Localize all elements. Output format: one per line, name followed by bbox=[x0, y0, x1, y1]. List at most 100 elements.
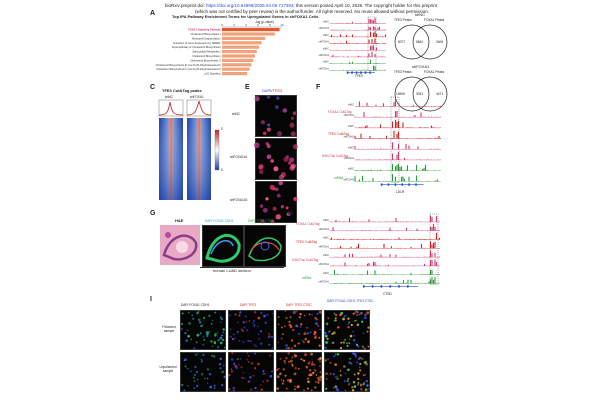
cell-nucleus bbox=[364, 316, 367, 320]
cell-nucleus bbox=[362, 383, 365, 386]
cell-nucleus bbox=[343, 380, 346, 383]
cell-nucleus bbox=[183, 359, 185, 362]
cell-nucleus bbox=[365, 362, 368, 366]
cell-nucleus bbox=[287, 347, 290, 350]
track-signal bbox=[354, 163, 442, 171]
cell-nucleus bbox=[353, 385, 357, 388]
track-signal bbox=[354, 119, 442, 128]
cell-nucleus bbox=[303, 314, 306, 317]
cell-nucleus bbox=[218, 363, 222, 366]
panel-E-label: E bbox=[245, 84, 250, 91]
venn-shnc-count-right: 3406 bbox=[436, 40, 444, 44]
cell-nucleus bbox=[336, 388, 339, 392]
cell-nucleus bbox=[237, 363, 240, 366]
cell-nucleus bbox=[280, 337, 283, 340]
cell-nucleus bbox=[288, 347, 290, 349]
cell-nucleus bbox=[286, 379, 290, 382]
ldlr-genome-tracks: shNC shFOXA1 shNC shFOXA1 shNC shFOXA1 shNC shF… bbox=[344, 96, 442, 186]
cell-nucleus bbox=[270, 159, 274, 163]
cell-nucleus bbox=[203, 377, 206, 380]
cell-nucleus bbox=[257, 325, 259, 328]
cell-nucleus bbox=[333, 355, 336, 358]
cell-nucleus bbox=[347, 323, 350, 325]
cell-nucleus bbox=[242, 321, 245, 324]
cell-nucleus bbox=[312, 371, 315, 374]
heatmap-col-shnc: shNC bbox=[165, 95, 173, 99]
cell-nucleus bbox=[342, 317, 345, 321]
ipa-tick-label: 4 bbox=[245, 23, 247, 27]
cell-nucleus bbox=[249, 388, 253, 391]
ipa-term-label: FOXA1 Signaling Pathway bbox=[188, 28, 221, 32]
venn-shfoxa1-circle-tfe3 bbox=[394, 76, 430, 112]
header-line-1: bioRxiv preprint doi: https://doi.org/10… bbox=[165, 3, 437, 8]
cell-nucleus bbox=[324, 346, 327, 350]
cell-nucleus bbox=[344, 372, 347, 375]
cell-nucleus bbox=[357, 372, 360, 375]
cell-nucleus bbox=[250, 362, 254, 365]
cell-nucleus bbox=[359, 383, 363, 387]
cell-nucleus bbox=[350, 362, 353, 365]
i-unpolarized-tfe3-ctsc bbox=[275, 352, 323, 392]
cell-nucleus bbox=[333, 386, 335, 389]
cell-nucleus bbox=[344, 338, 346, 341]
cell-nucleus bbox=[275, 187, 279, 192]
cell-nucleus bbox=[220, 317, 223, 320]
cell-nucleus bbox=[180, 327, 183, 331]
cell-nucleus bbox=[221, 370, 224, 374]
cell-nucleus bbox=[360, 311, 363, 315]
cell-nucleus bbox=[325, 387, 328, 390]
track-signal bbox=[354, 130, 442, 139]
ipa-bar bbox=[222, 54, 255, 58]
cell-nucleus bbox=[285, 387, 288, 390]
cell-nucleus bbox=[200, 324, 204, 327]
micrograph-row-label-shfoxa1-1: shFOXA1#1 bbox=[230, 155, 248, 159]
cell-nucleus bbox=[210, 340, 213, 343]
cell-nucleus bbox=[266, 313, 269, 316]
cell-nucleus bbox=[253, 320, 256, 323]
cell-nucleus bbox=[289, 122, 295, 128]
cell-nucleus bbox=[314, 336, 317, 339]
cell-nucleus bbox=[347, 378, 350, 381]
cell-nucleus bbox=[337, 326, 340, 329]
cell-nucleus bbox=[281, 382, 284, 385]
cell-nucleus bbox=[276, 387, 280, 390]
cell-nucleus bbox=[234, 337, 236, 339]
h-track-label-tfe3: TFE3 Cut&Tag bbox=[296, 240, 317, 244]
cell-nucleus bbox=[364, 388, 368, 391]
cell-nucleus bbox=[223, 375, 227, 379]
cell-nucleus bbox=[193, 380, 196, 383]
cell-nucleus bbox=[196, 311, 199, 315]
doi-link[interactable]: https://doi.org/10.64898/2026.04.09.7173… bbox=[206, 3, 294, 8]
cell-nucleus bbox=[231, 352, 234, 355]
cell-nucleus bbox=[335, 387, 338, 390]
cell-nucleus bbox=[278, 180, 284, 186]
track-sample-label: shFOXA1 bbox=[319, 263, 330, 266]
cell-nucleus bbox=[296, 386, 298, 389]
track-label-mrna: mRNA bbox=[334, 176, 344, 180]
track-sample-label: shFOXA1 bbox=[319, 54, 330, 57]
cell-nucleus bbox=[206, 368, 209, 371]
cell-nucleus bbox=[283, 359, 286, 363]
cell-nucleus bbox=[260, 219, 265, 224]
cell-nucleus bbox=[311, 361, 314, 363]
cell-nucleus bbox=[282, 368, 285, 371]
ipa-term-label: Neutrophil Degranulation bbox=[192, 36, 221, 40]
ipa-term-label: Activation of Gene Expression by SREBF bbox=[173, 41, 221, 45]
cell-nucleus bbox=[285, 316, 288, 320]
ipa-tick-label: 10 bbox=[280, 23, 284, 27]
i-unpolarized-merge bbox=[324, 352, 370, 392]
cell-nucleus bbox=[249, 375, 252, 379]
ipa-bar bbox=[222, 72, 248, 76]
venn-shfoxa1-count-mid: 3031 bbox=[416, 92, 424, 96]
track-highlight-box bbox=[390, 96, 400, 183]
cell-nucleus bbox=[291, 363, 293, 366]
cell-nucleus bbox=[241, 376, 244, 379]
cell-nucleus bbox=[307, 387, 309, 390]
cell-nucleus bbox=[366, 384, 368, 387]
cell-nucleus bbox=[356, 314, 358, 316]
cell-nucleus bbox=[288, 320, 291, 323]
cell-nucleus bbox=[253, 343, 256, 346]
cell-nucleus bbox=[184, 365, 187, 368]
cell-nucleus bbox=[303, 341, 305, 343]
cell-nucleus bbox=[291, 356, 294, 359]
